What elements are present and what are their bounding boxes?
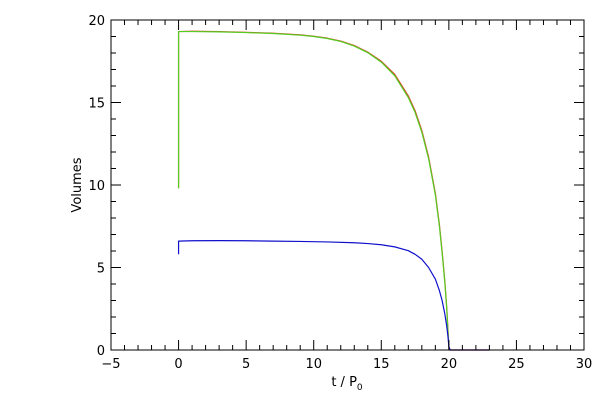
x-tick-label: 15 <box>373 357 390 372</box>
x-tick-label: 25 <box>508 357 525 372</box>
x-axis-title-subscript: 0 <box>357 383 363 393</box>
series-line-3 <box>177 240 490 351</box>
y-tick-label: 5 <box>97 262 105 277</box>
x-tick-label: −5 <box>101 357 120 372</box>
series-line-2 <box>177 30 451 351</box>
x-axis-title-main: t / P <box>331 375 357 390</box>
x-tick-label: 30 <box>576 357 593 372</box>
y-tick-label: 10 <box>88 179 105 194</box>
x-tick-label: 10 <box>305 357 322 372</box>
series-layer <box>177 30 490 351</box>
plot-frame <box>110 19 585 351</box>
x-tick-label: 20 <box>441 357 458 372</box>
y-axis-title: Volumes <box>70 157 85 212</box>
y-tick-label: 15 <box>88 97 105 112</box>
x-tick-label: 0 <box>174 357 182 372</box>
y-tick-label: 20 <box>88 14 105 29</box>
y-tick-label: 0 <box>97 344 105 359</box>
x-tick-label: 5 <box>242 357 250 372</box>
x-axis-title: t / P0 <box>331 375 363 393</box>
